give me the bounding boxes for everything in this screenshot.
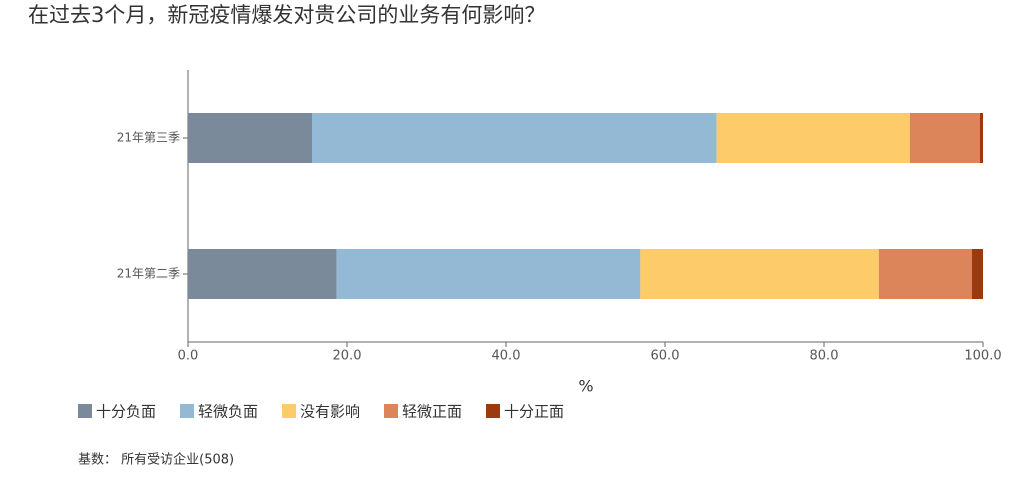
x-tick-label: 100.0 [964,349,1001,364]
chart-title: 在过去3个月，新冠疫情爆发对贵公司的业务有何影响？ [28,3,545,27]
x-tick-label: 0.0 [178,349,199,364]
bar-segment [336,249,641,299]
bar-segment [640,249,879,299]
x-tick-label: 60.0 [651,349,680,364]
legend-swatch [384,404,398,418]
legend-label: 轻微正面 [402,403,462,421]
bar-segment [312,113,717,163]
bar-segment [878,249,972,299]
footnote: 基数： 所有受访企业(508) [78,452,234,468]
y-tick-label: 21年第二季 [117,267,180,281]
bar-segment [909,113,980,163]
x-tick-label: 20.0 [333,349,362,364]
bar-segment [188,113,313,163]
legend-label: 十分负面 [96,403,156,421]
legend-label: 没有影响 [300,403,360,421]
x-tick-label: 80.0 [810,349,839,364]
legend-label: 轻微负面 [198,403,258,421]
legend-swatch [282,404,296,418]
bar-segment [979,113,983,163]
bar-segment [971,249,983,299]
bar-segment [716,113,910,163]
legend-label: 十分正面 [504,403,564,421]
x-axis-label: % [578,377,593,396]
x-tick-label: 40.0 [492,349,521,364]
bar-segment [188,249,337,299]
legend-swatch [78,404,92,418]
legend-swatch [486,404,500,418]
y-tick-label: 21年第三季 [117,131,180,145]
legend-swatch [180,404,194,418]
